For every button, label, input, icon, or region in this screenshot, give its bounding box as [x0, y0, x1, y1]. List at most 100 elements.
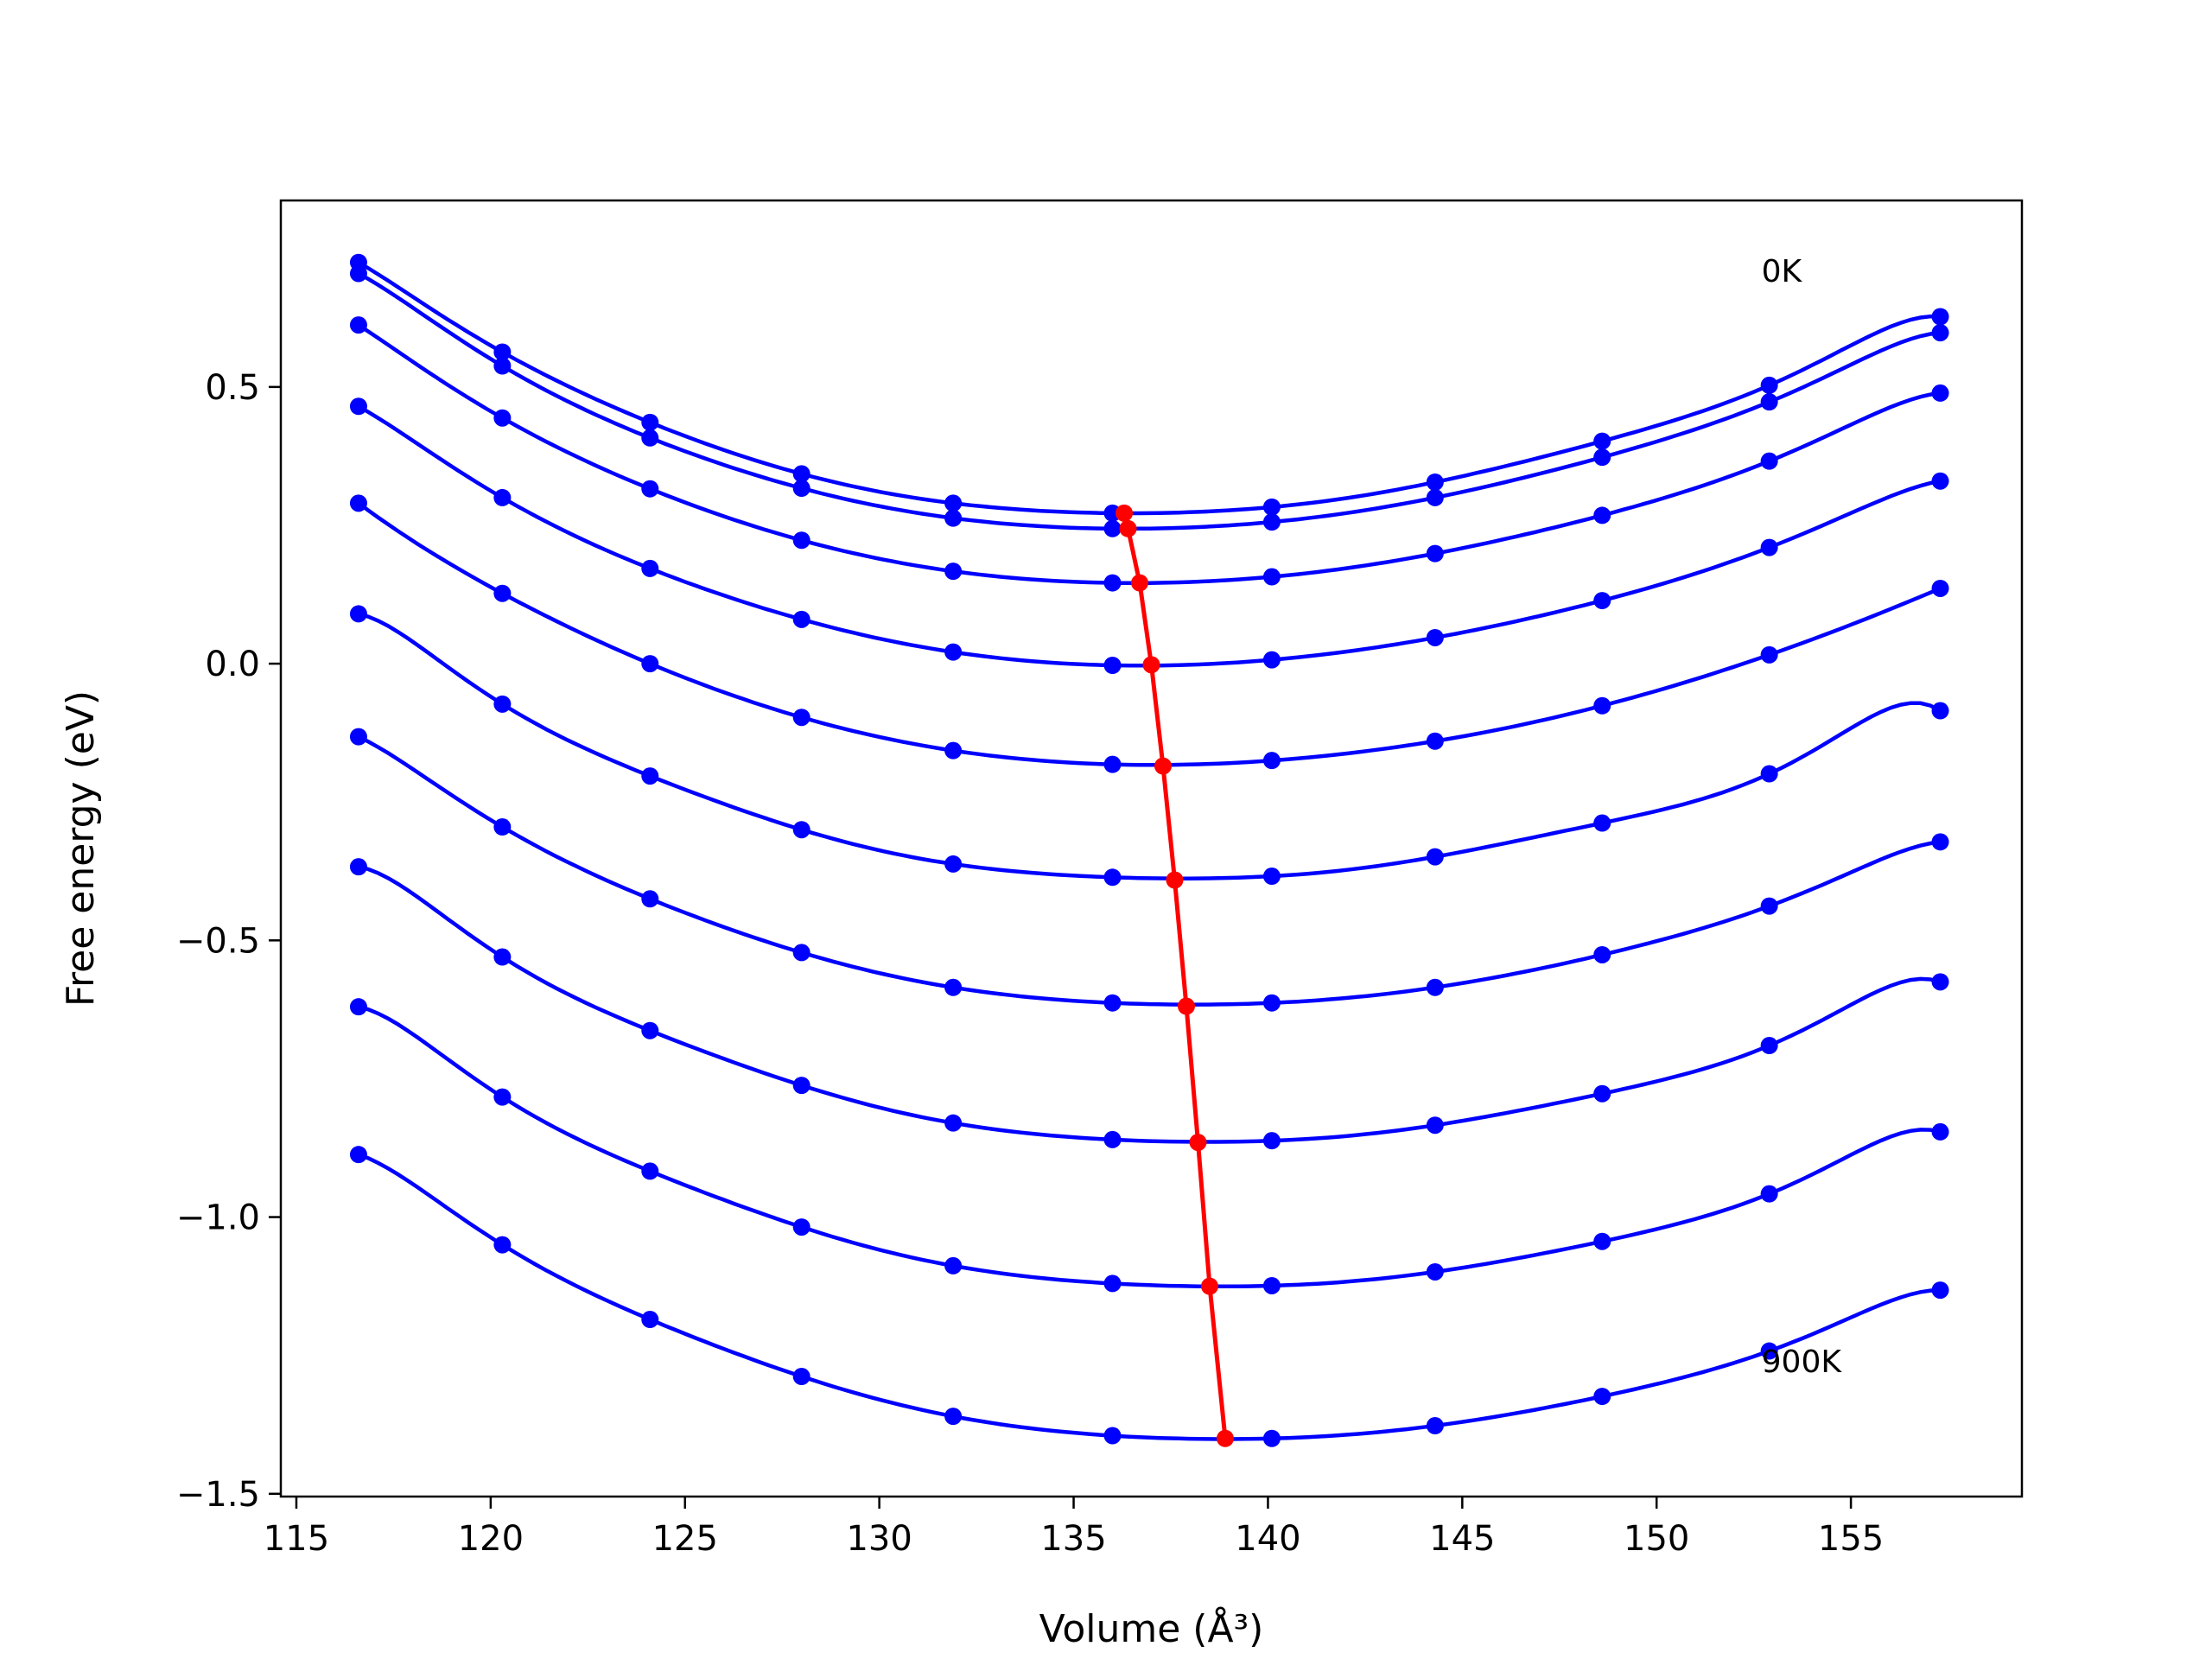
data-point-10-7	[1262, 1429, 1281, 1447]
data-point-9-9	[1593, 1232, 1611, 1250]
data-point-2-9	[1593, 448, 1611, 467]
data-point-8-7	[1262, 1132, 1281, 1150]
data-point-7-8	[1426, 978, 1444, 996]
data-point-7-7	[1262, 994, 1281, 1012]
data-point-8-11	[1931, 973, 1949, 991]
data-point-4-11	[1931, 472, 1949, 490]
data-point-5-9	[1593, 814, 1611, 832]
data-point-6-11	[1931, 579, 1949, 597]
plot-frame	[279, 199, 2024, 1498]
data-point-9-1	[349, 998, 367, 1016]
minimum-line	[1122, 512, 1228, 1439]
y-tick-label: 0.5	[205, 368, 260, 408]
data-point-1-9	[1593, 432, 1611, 450]
data-point-4-2	[493, 488, 512, 506]
data-point-8-1	[349, 858, 367, 876]
energy-curve-1	[357, 260, 1941, 516]
data-point-2-1	[349, 264, 367, 283]
data-point-2-8	[1426, 488, 1444, 506]
y-tick-label: −1.5	[176, 1475, 260, 1515]
energy-data-points	[349, 253, 1949, 1447]
data-point-7-3	[641, 890, 659, 908]
minimum-point-1	[1116, 504, 1134, 522]
data-point-10-9	[1593, 1388, 1611, 1406]
data-point-8-6	[1103, 1130, 1122, 1148]
data-point-9-8	[1426, 1262, 1444, 1281]
data-point-10-8	[1426, 1417, 1444, 1435]
data-point-1-8	[1426, 474, 1444, 492]
annotation-label-1: 0K	[1762, 254, 1803, 289]
energy-curve-2	[357, 271, 1941, 531]
data-point-7-11	[1931, 833, 1949, 851]
data-point-4-7	[1262, 651, 1281, 669]
data-point-8-10	[1760, 1037, 1778, 1055]
data-point-3-10	[1760, 452, 1778, 470]
data-point-5-6	[1103, 868, 1122, 887]
y-axis-title: Free energy (eV)	[59, 690, 103, 1007]
data-point-9-11	[1931, 1122, 1949, 1141]
data-point-4-3	[641, 559, 659, 577]
energy-curve-10	[358, 1153, 1941, 1441]
data-point-2-7	[1262, 513, 1281, 531]
data-point-10-4	[792, 1368, 810, 1386]
data-point-5-4	[792, 821, 810, 839]
data-point-5-2	[493, 695, 512, 713]
y-tick-label: −1.0	[176, 1198, 260, 1238]
minimum-point-2	[1119, 519, 1137, 537]
data-point-6-1	[349, 494, 367, 512]
data-point-9-7	[1262, 1276, 1281, 1294]
energy-curve-5	[358, 612, 1942, 880]
data-point-10-11	[1931, 1281, 1949, 1300]
data-point-9-6	[1103, 1274, 1122, 1293]
data-point-6-2	[493, 584, 512, 602]
data-point-1-4	[792, 465, 810, 483]
data-point-10-2	[493, 1236, 512, 1254]
data-point-5-5	[944, 855, 963, 873]
data-point-9-3	[641, 1162, 659, 1180]
data-point-1-2	[493, 343, 512, 361]
minimum-point-5	[1154, 757, 1172, 775]
x-axis-ticks: 115 120 125 130 135 140 145 150 155	[264, 1497, 1884, 1559]
data-point-4-4	[792, 610, 810, 628]
data-point-1-11	[1931, 308, 1949, 326]
energy-curve-6	[357, 501, 1942, 767]
data-point-3-9	[1593, 506, 1611, 524]
data-point-3-2	[493, 409, 512, 427]
energy-curve-7	[357, 734, 1941, 1007]
data-point-7-6	[1103, 994, 1122, 1012]
data-point-8-4	[792, 1077, 810, 1095]
data-point-6-6	[1103, 755, 1122, 773]
data-point-4-8	[1426, 628, 1444, 646]
data-point-3-5	[944, 563, 963, 581]
data-point-5-8	[1426, 848, 1444, 866]
data-point-2-2	[493, 357, 512, 375]
x-tick-label: 120	[458, 1519, 524, 1559]
data-point-2-10	[1760, 393, 1778, 411]
data-point-2-6	[1103, 519, 1122, 537]
minimum-point-6	[1166, 871, 1184, 889]
data-point-5-10	[1760, 765, 1778, 783]
data-point-3-8	[1426, 544, 1444, 563]
data-point-10-6	[1103, 1427, 1122, 1445]
data-point-6-8	[1426, 732, 1444, 750]
data-point-9-2	[493, 1088, 512, 1106]
data-point-1-7	[1262, 498, 1281, 516]
data-point-4-5	[944, 643, 963, 661]
data-point-10-5	[944, 1408, 963, 1426]
data-point-3-11	[1931, 384, 1949, 402]
x-tick-label: 115	[264, 1519, 329, 1559]
data-point-5-1	[349, 605, 367, 623]
x-tick-label: 135	[1040, 1519, 1106, 1559]
x-tick-label: 155	[1818, 1519, 1884, 1559]
data-point-3-4	[792, 531, 810, 550]
energy-curve-8	[358, 864, 1942, 1144]
data-point-7-4	[792, 944, 810, 962]
x-tick-label: 145	[1429, 1519, 1495, 1559]
data-point-8-2	[493, 948, 512, 966]
data-point-2-4	[792, 480, 810, 498]
data-point-8-3	[641, 1021, 659, 1039]
data-point-4-1	[349, 397, 367, 416]
data-point-10-3	[641, 1311, 659, 1329]
